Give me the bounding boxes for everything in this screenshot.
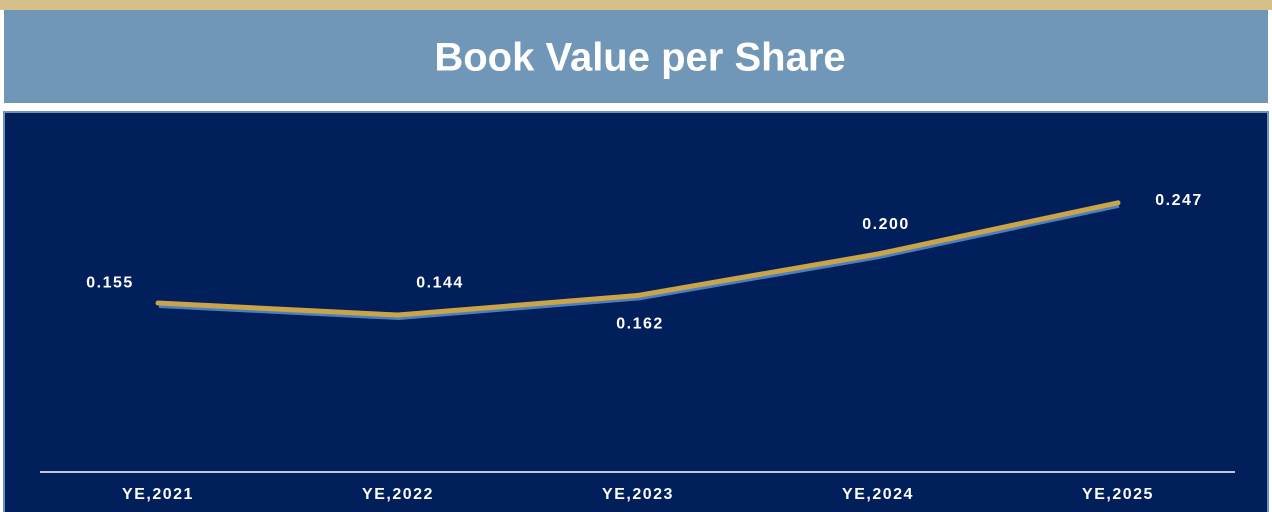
x-tick-label: YE,2024: [842, 486, 914, 503]
line-shadow: [158, 203, 1120, 321]
data-label: 0.162: [616, 316, 664, 333]
data-label: 0.200: [862, 216, 910, 233]
plot-panel: [3, 111, 1269, 512]
x-tick-label: YE,2022: [362, 486, 434, 503]
chart-title: Book Value per Share: [434, 36, 845, 80]
x-tick-label: YE,2025: [1082, 486, 1154, 503]
x-tick-label: YE,2023: [602, 486, 674, 503]
data-label: 0.155: [86, 274, 134, 291]
data-label: 0.247: [1155, 192, 1203, 209]
line: [155, 200, 1121, 318]
top-strip: [0, 0, 1272, 10]
x-tick-label: YE,2021: [122, 486, 194, 503]
data-label: 0.144: [416, 274, 464, 291]
title-banner: [4, 10, 1268, 103]
